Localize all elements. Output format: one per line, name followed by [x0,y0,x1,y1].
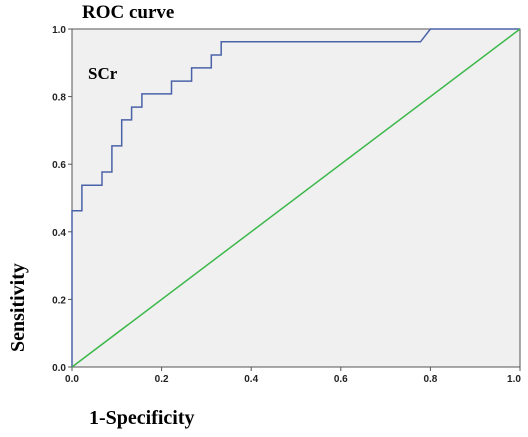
y-tick-label: 0.8 [52,93,66,104]
series-label-scr: SCr [88,64,118,83]
roc-curve-scr [71,28,520,367]
y-tick-label: 0.0 [52,363,66,374]
x-tick-label: 0.2 [155,374,169,385]
x-axis-label: 1-Specificity [89,407,195,429]
x-tick-label: 0.4 [244,374,258,385]
y-tick-label: 0.4 [52,228,66,239]
x-tick-label: 1.0 [507,374,521,385]
ticks-layer: 0.0 0.2 0.4 0.6 0.8 1.0 0.0 0.2 0.4 0.6 0.8 1.0 [52,25,521,385]
series-layer [71,28,521,368]
reference-diagonal-line [71,28,521,368]
y-tick-label: 0.6 [52,160,66,171]
x-tick-label: 0.6 [334,374,348,385]
chart-title: ROC curve [82,2,174,23]
x-tick-label: 0.8 [423,374,437,385]
y-axis-label: Sensitivity [7,263,29,352]
y-tick-label: 0.2 [52,295,66,306]
x-tick-label: 0.0 [65,374,79,385]
y-tick-label: 1.0 [52,25,66,36]
